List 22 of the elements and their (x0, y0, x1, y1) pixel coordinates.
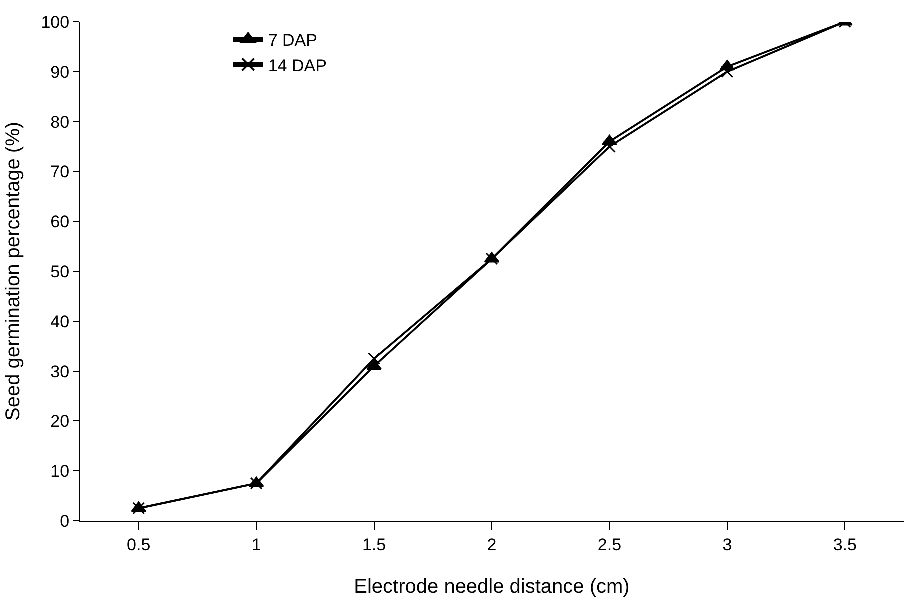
x-tick-label: 0.5 (127, 535, 151, 554)
legend-label: 7 DAP (268, 31, 318, 50)
x-tick-label: 2.5 (598, 535, 622, 554)
y-tick-label: 30 (50, 362, 70, 382)
y-tick-label: 90 (50, 62, 70, 82)
y-tick-label: 60 (50, 212, 70, 232)
x-axis-title: Electrode needle distance (cm) (354, 576, 630, 598)
y-tick-label: 50 (50, 262, 70, 282)
y-tick-label: 100 (41, 12, 70, 32)
y-tick-label: 40 (50, 312, 70, 332)
y-tick-label: 10 (50, 462, 70, 482)
y-tick-label: 20 (50, 412, 70, 432)
y-tick-label: 80 (50, 112, 70, 132)
x-tick-label: 3 (722, 535, 732, 554)
y-axis-title: Seed germination percentage (%) (2, 122, 25, 422)
y-tick-label: 0 (60, 512, 70, 531)
legend-label: 14 DAP (268, 56, 327, 76)
x-tick-label: 3.5 (833, 535, 857, 554)
x-tick-label: 2 (487, 535, 497, 554)
y-tick-label: 70 (50, 162, 70, 182)
x-tick-label: 1.5 (362, 535, 386, 554)
x-tick-label: 1 (252, 535, 262, 554)
